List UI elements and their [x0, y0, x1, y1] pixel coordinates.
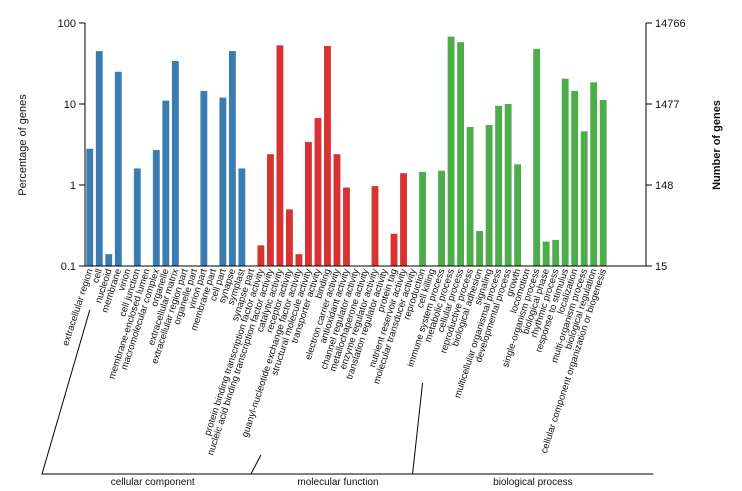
- bars-layer: [86, 36, 607, 267]
- group-bracket: [411, 382, 654, 475]
- bar-metabolic-process: [447, 36, 455, 267]
- bar-protein-tag: [390, 233, 398, 266]
- bar-nutrient-reservoir-activity: [400, 173, 407, 266]
- left-tick-label: 0.1: [61, 261, 76, 273]
- right-tick-label: 15: [655, 261, 667, 273]
- bar-transporter-activity: [314, 118, 322, 266]
- y-axis-title-left: Percentage of genes: [17, 94, 29, 196]
- bar-catalytic-activity: [276, 45, 284, 267]
- bar-electron-carrier-activity: [333, 154, 341, 266]
- bar-synapse: [228, 51, 236, 267]
- bar-developmental-process: [504, 104, 512, 266]
- group-label: cellular component: [111, 477, 195, 488]
- bar-antioxidant-activity: [343, 187, 350, 266]
- bar-multi-organism-process: [580, 131, 588, 266]
- bar-structural-molecule-activity: [305, 141, 312, 266]
- group-label: molecular function: [297, 477, 378, 488]
- group-label: biological process: [493, 477, 573, 488]
- bar-biological-regulation: [590, 82, 598, 266]
- bar-cellular-component-organization-or-biogenesis: [599, 100, 607, 267]
- bar-receptor-activity: [286, 209, 293, 266]
- bar-cell-junction: [133, 168, 141, 266]
- bar-response-to-stimulus: [561, 78, 569, 266]
- left-tick-label: 10: [64, 99, 76, 111]
- right-ticks: 15 148 1477 14766: [646, 18, 686, 273]
- bar-growth: [514, 164, 522, 266]
- right-tick-label: 14766: [655, 18, 686, 30]
- bar-virion-part: [200, 90, 208, 266]
- group-bracket: [41, 309, 264, 475]
- category-label: cell: [90, 268, 105, 285]
- bar-cellular-process: [457, 42, 465, 267]
- bar-reproduction: [419, 171, 426, 266]
- bar-nucleic-acid-binding-transcription-factor-activity: [266, 154, 274, 266]
- bar-nucleoid: [105, 254, 113, 266]
- group-brackets: cellular component molecular function biol…: [41, 309, 654, 488]
- bar-membrane: [114, 71, 122, 266]
- bar-signaling: [485, 125, 493, 266]
- right-tick-label: 148: [655, 180, 673, 192]
- bar-enzyme-regulator-activity: [371, 186, 379, 266]
- bar-cell-part: [219, 97, 227, 266]
- left-ticks: 0.1 1 10 100: [58, 18, 85, 273]
- bar-immune-system-process: [438, 170, 445, 266]
- bar-localization: [571, 90, 579, 266]
- bar-binding: [324, 46, 331, 267]
- bar-symplast: [238, 168, 246, 266]
- category-labels: extracellular regioncellnucleoidmembrane…: [60, 267, 609, 457]
- bar-rhythmic-process: [552, 239, 560, 266]
- right-tick-label: 1477: [655, 99, 679, 111]
- bar-reproductive-process: [466, 127, 474, 267]
- bar-biological-adhesion: [476, 231, 484, 266]
- bar-extracellular-matrix: [171, 60, 179, 266]
- axes-layer: [84, 23, 647, 267]
- bar-multicellular-organismal-process: [495, 105, 503, 267]
- bar-single-organism-process: [533, 48, 541, 266]
- bar-macromolecular-complex: [152, 150, 160, 266]
- bar-guanyl-nucleotide-exchange-factor-activity: [295, 254, 303, 266]
- left-tick-label: 100: [58, 18, 76, 30]
- left-tick-label: 1: [70, 180, 76, 192]
- bar-biological-phase: [542, 241, 550, 266]
- bar-organelle: [162, 100, 170, 267]
- bar-cell: [95, 51, 103, 267]
- group-bracket: [250, 454, 426, 475]
- y-axis-title-right: Number of genes: [711, 100, 723, 190]
- bar-extracellular-region: [86, 148, 94, 266]
- bar-protein-binding-transcription-factor-activity: [257, 245, 265, 266]
